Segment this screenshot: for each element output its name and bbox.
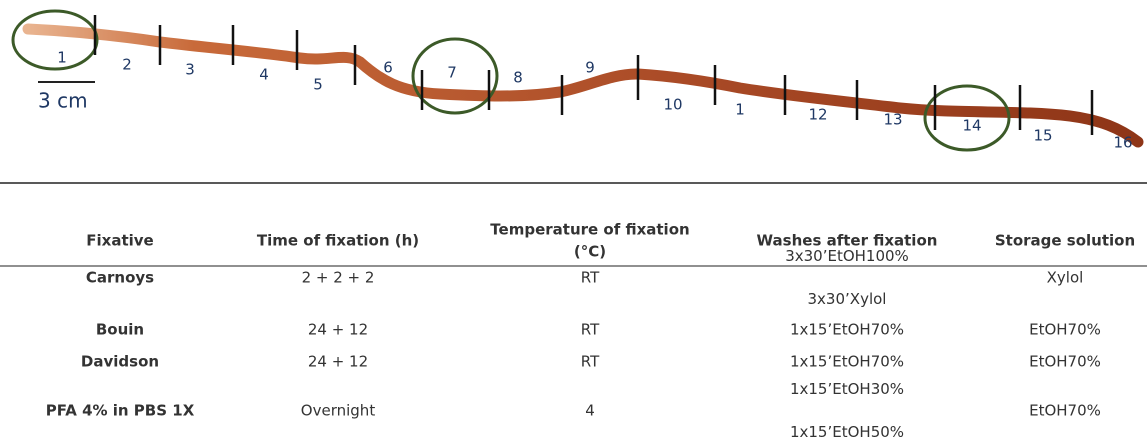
table-cell: Overnight [301, 402, 376, 420]
table-cell: 2 + 2 + 2 [302, 269, 375, 287]
segment-label: 5 [313, 76, 323, 94]
table-cell: Bouin [96, 321, 144, 339]
table-cell: 1x15’EtOH70% [790, 353, 904, 371]
segment-label: 8 [513, 69, 523, 87]
table-header: Fixative [86, 232, 153, 250]
highlight-circle [13, 11, 97, 69]
table-cell: RT [581, 321, 600, 339]
table-cell: 24 + 12 [308, 353, 368, 371]
table-cell: RT [581, 353, 600, 371]
segment-label: 3 [185, 61, 195, 79]
segment-label: 10 [663, 96, 682, 114]
table-cell: 4 [585, 402, 595, 420]
table-cell: RT [581, 269, 600, 287]
figure: 3 cm 1234567891011213141516FixativeTime … [0, 0, 1147, 441]
table-cell: PFA 4% in PBS 1X [46, 402, 195, 420]
segment-label: 13 [883, 111, 902, 129]
segment-label: 1 [57, 49, 67, 67]
table-cell: Carnoys [86, 269, 154, 287]
segment-label: 7 [447, 64, 457, 82]
table-cell: EtOH70% [1029, 402, 1101, 420]
table-cell: EtOH70% [1029, 353, 1101, 371]
table-cell: 1x15’EtOH50% [790, 423, 904, 441]
table-header: (°C) [574, 243, 606, 261]
table-cell: 3x30’EtOH100% [785, 247, 909, 265]
segment-label: 9 [585, 59, 595, 77]
segment-label: 6 [383, 59, 393, 77]
table-cell: Xylol [1047, 269, 1084, 287]
table-cell: EtOH70% [1029, 321, 1101, 339]
scale-label: 3 cm [38, 89, 88, 113]
segment-label: 2 [122, 56, 132, 74]
table-cell: 1x15’EtOH70% [790, 321, 904, 339]
segment-label: 16 [1113, 134, 1132, 152]
table-header: Storage solution [995, 232, 1135, 250]
table-cell: 24 + 12 [308, 321, 368, 339]
table-header: Temperature of fixation [490, 221, 689, 239]
table-cell: Davidson [81, 353, 159, 371]
segment-label: 1 [735, 101, 745, 119]
segment-label: 12 [808, 106, 827, 124]
segment-label: 4 [259, 66, 269, 84]
segment-label: 14 [962, 117, 981, 135]
table-header: Time of fixation (h) [257, 232, 419, 250]
table-cell: 1x15’EtOH30% [790, 380, 904, 398]
segment-label: 15 [1033, 127, 1052, 145]
table-cell: 3x30’Xylol [808, 290, 887, 308]
